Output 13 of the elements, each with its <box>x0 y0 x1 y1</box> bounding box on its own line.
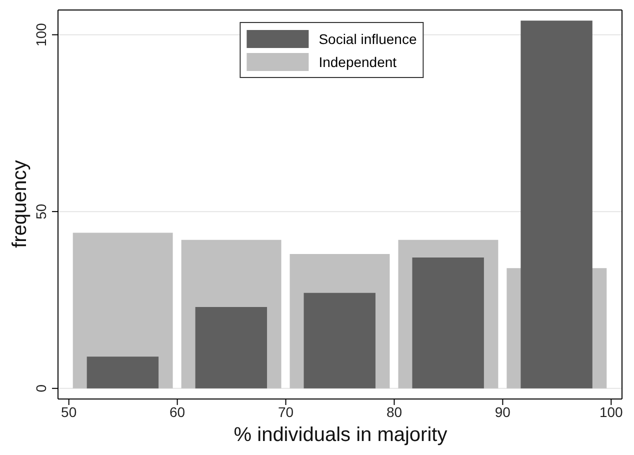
x-tick-label: 70 <box>278 404 294 420</box>
x-tick-label: 100 <box>599 404 624 420</box>
x-axis-title: % individuals in majority <box>232 423 448 447</box>
y-tick-label: 100 <box>33 22 49 46</box>
x-tick-label: 80 <box>386 404 402 420</box>
x-tick-label: 60 <box>170 404 186 420</box>
y-axis-title: frequency <box>8 160 32 248</box>
legend-label: Independent <box>318 54 397 70</box>
y-tick-label: 0 <box>33 384 49 392</box>
x-tick-label: 90 <box>494 404 511 420</box>
legend-label: Social influence <box>318 30 417 46</box>
x-tick-label: 50 <box>61 404 77 420</box>
y-tick-label: 50 <box>33 204 49 220</box>
